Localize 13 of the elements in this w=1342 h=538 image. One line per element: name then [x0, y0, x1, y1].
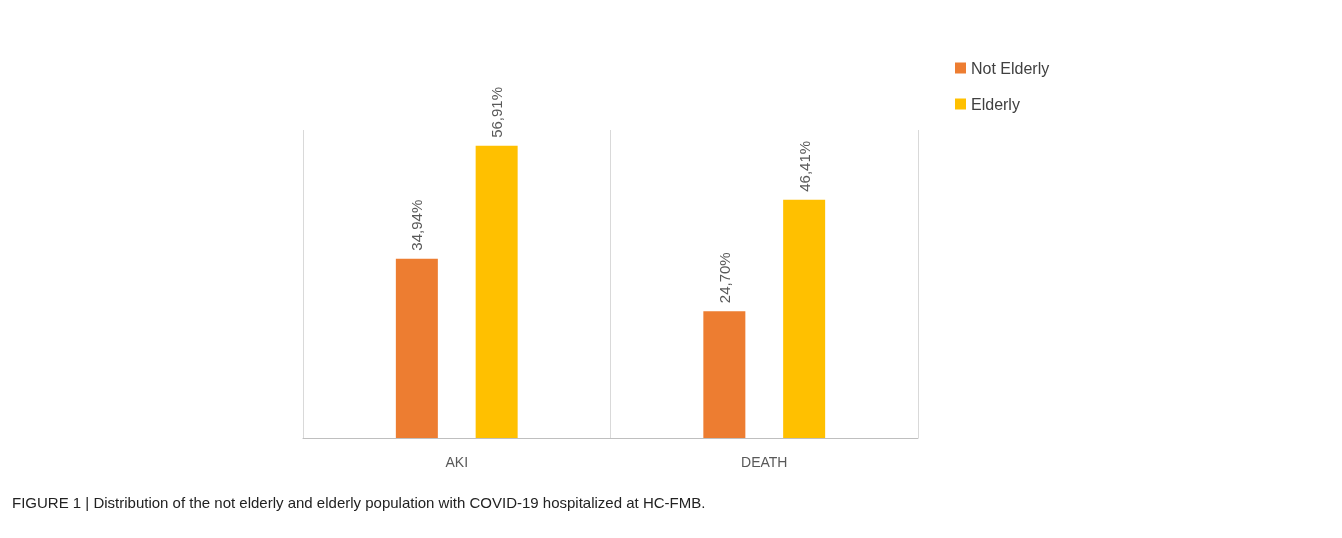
x-tick-label: AKI — [445, 454, 469, 470]
data-label: 34,94% — [408, 199, 426, 251]
legend-label: Elderly — [971, 95, 1020, 113]
bar — [783, 199, 826, 438]
legend-label: Not Elderly — [971, 59, 1050, 77]
data-label: 56,91% — [488, 86, 506, 138]
bar — [395, 258, 438, 438]
caption: FIGURE 1 | Distribution of the not elderly and elderly population with COVID-19 hospitalized at HC-FMB. — [12, 494, 706, 511]
x-tick-label: DEATH — [741, 454, 788, 470]
bar — [475, 145, 518, 438]
data-label: 24,70% — [715, 252, 733, 304]
bar — [703, 311, 746, 438]
data-label: 46,41% — [795, 140, 813, 192]
